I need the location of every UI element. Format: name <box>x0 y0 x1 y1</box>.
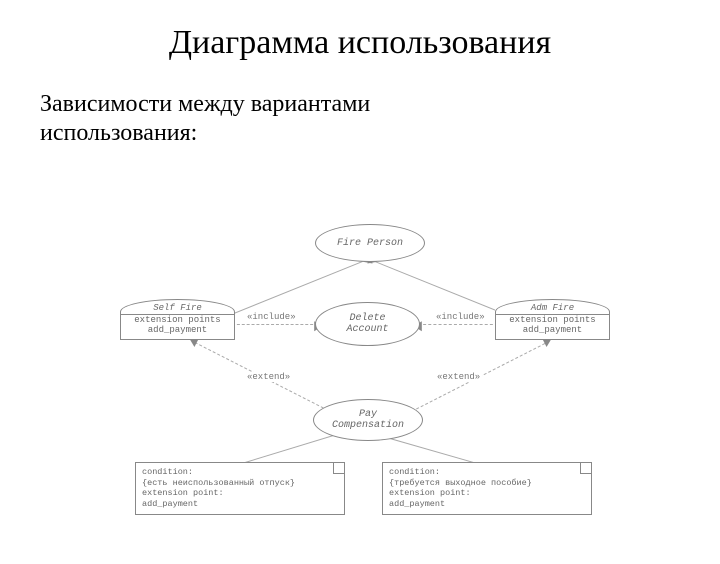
note-left-l0: condition: <box>142 467 193 477</box>
edge-include-right <box>418 324 498 325</box>
self-fire-ext-name: add_payment <box>148 325 207 335</box>
page-title: Диаграмма использования <box>0 24 720 62</box>
fire-person-label: Fire Person <box>337 238 403 249</box>
pay-comp-label: Pay Compensation <box>332 409 404 431</box>
self-fire-label: Self Fire <box>120 299 235 315</box>
label-include-right: «include» <box>434 312 487 322</box>
note-right-l1: {требуется выходное пособие} <box>389 478 532 488</box>
delete-account-label: Delete Account <box>346 313 388 335</box>
usecase-adm-fire: Adm Fire extension points add_payment <box>495 299 610 340</box>
label-include-left: «include» <box>245 312 298 322</box>
note-left-l2: extension point: <box>142 488 224 498</box>
usecase-diagram: «include» «include» «extend» «extend» Fi… <box>120 224 620 544</box>
note-right-l2: extension point: <box>389 488 471 498</box>
label-extend-right: «extend» <box>435 372 482 382</box>
usecase-fire-person: Fire Person <box>315 224 425 262</box>
self-fire-ext-title: extension points <box>134 315 220 325</box>
adm-fire-ext-title: extension points <box>509 315 595 325</box>
adm-fire-label: Adm Fire <box>495 299 610 315</box>
note-right-l3: add_payment <box>389 499 445 509</box>
note-right-l0: condition: <box>389 467 440 477</box>
subtitle: Зависимости между вариантами использован… <box>40 90 720 148</box>
usecase-pay-compensation: Pay Compensation <box>313 399 423 441</box>
note-right: condition: {требуется выходное пособие} … <box>382 462 592 515</box>
usecase-self-fire: Self Fire extension points add_payment <box>120 299 235 340</box>
subtitle-l2: использования: <box>40 120 197 146</box>
adm-fire-ext-name: add_payment <box>523 325 582 335</box>
subtitle-l1: Зависимости между вариантами <box>40 91 370 117</box>
usecase-delete-account: Delete Account <box>315 302 420 346</box>
note-left-l3: add_payment <box>142 499 198 509</box>
edge-include-left <box>232 324 318 325</box>
label-extend-left: «extend» <box>245 372 292 382</box>
note-left: condition: {есть неиспользованный отпуск… <box>135 462 345 515</box>
note-left-l1: {есть неиспользованный отпуск} <box>142 478 295 488</box>
